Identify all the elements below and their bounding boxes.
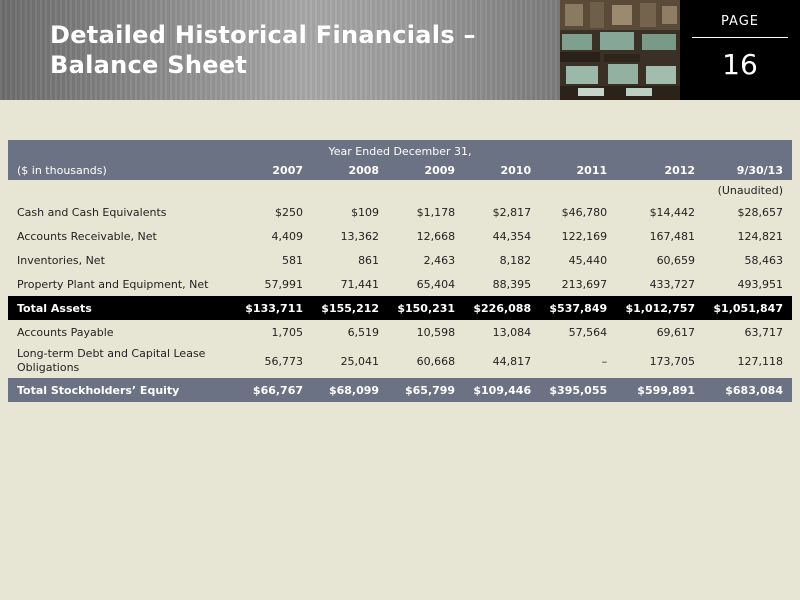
unaudited-note: (Unaudited) [717, 183, 783, 197]
table-cell: 12,668 [416, 229, 456, 243]
table-cell: $14,442 [649, 205, 696, 219]
table-cell: 44,817 [492, 354, 532, 368]
page-title: Detailed Historical Financials – Balance… [50, 21, 476, 79]
table-cell: 1,705 [271, 325, 304, 339]
period-header: Year Ended December 31, [8, 140, 792, 160]
table-cell: $226,088 [464, 296, 541, 320]
table-cell: 581 [282, 253, 304, 267]
page-indicator: PAGE 16 [680, 0, 800, 100]
table-cell: $250 [275, 205, 304, 219]
table-cell: 60,659 [656, 253, 696, 267]
table-cell: 10,598 [416, 325, 456, 339]
table-cell: $1,012,757 [616, 296, 705, 320]
table-cell: 60,668 [416, 354, 456, 368]
table-cell: 13,362 [340, 229, 380, 243]
table-cell: $599,891 [616, 378, 705, 402]
column-header: 2007 [236, 160, 313, 180]
table-cell: 56,773 [264, 354, 304, 368]
table-cell: 88,395 [492, 277, 532, 291]
column-header: 2008 [312, 160, 389, 180]
table-cell: $1,178 [416, 205, 456, 219]
table-cell: $109 [351, 205, 380, 219]
period-header-row: Year Ended December 31, [8, 140, 792, 160]
table-cell: 122,169 [561, 229, 608, 243]
table-cell: 861 [358, 253, 380, 267]
table-cell: 124,821 [737, 229, 784, 243]
units-label: ($ in thousands) [8, 160, 236, 180]
table-cell: $133,711 [236, 296, 313, 320]
table-cell: $2,817 [492, 205, 532, 219]
table-cell: $68,099 [312, 378, 389, 402]
table-cell: 173,705 [649, 354, 696, 368]
column-header: 2010 [464, 160, 541, 180]
header-photo [560, 0, 680, 100]
table-cell: 2,463 [423, 253, 456, 267]
table-cell: 127,118 [737, 354, 784, 368]
row-label: Property Plant and Equipment, Net [17, 277, 209, 291]
table-cell: 45,440 [568, 253, 608, 267]
table-cell: 8,182 [499, 253, 532, 267]
table-cell: 213,697 [561, 277, 608, 291]
table-cell: $1,051,847 [704, 296, 792, 320]
table-cell: 6,519 [347, 325, 380, 339]
table-cell: $537,849 [540, 296, 617, 320]
row-label: Cash and Cash Equivalents [17, 205, 167, 219]
table-cell: 58,463 [744, 253, 784, 267]
table-cell: 44,354 [492, 229, 532, 243]
table-cell: $150,231 [388, 296, 465, 320]
row-label: Total Assets [8, 296, 236, 320]
table-cell: $46,780 [561, 205, 608, 219]
table-cell: 433,727 [649, 277, 696, 291]
row-label: Long-term Debt and Capital Lease Obligat… [17, 347, 206, 374]
table-cell: 167,481 [649, 229, 696, 243]
page-divider [692, 37, 788, 38]
table-row: Inventories, Net 581 861 2,463 8,182 45,… [8, 248, 792, 272]
table-cell: 57,991 [264, 277, 304, 291]
balance-sheet-table: Year Ended December 31, ($ in thousands)… [8, 140, 792, 402]
trading-floor-image [560, 0, 680, 100]
table-cell: $155,212 [312, 296, 389, 320]
page-number: 16 [722, 48, 758, 81]
table-cell: $395,055 [540, 378, 617, 402]
row-label: Accounts Payable [17, 325, 114, 339]
table-cell: 69,617 [656, 325, 696, 339]
total-equity-row: Total Stockholders’ Equity $66,767 $68,0… [8, 378, 792, 402]
row-label: Inventories, Net [17, 253, 105, 267]
table-cell: 57,564 [568, 325, 608, 339]
row-label: Accounts Receivable, Net [17, 229, 157, 243]
table-row: Property Plant and Equipment, Net 57,991… [8, 272, 792, 296]
table-cell: $28,657 [737, 205, 784, 219]
table-cell: 71,441 [340, 277, 380, 291]
table-row: Long-term Debt and Capital Lease Obligat… [8, 344, 792, 378]
table-cell: 4,409 [271, 229, 304, 243]
unaudited-row: (Unaudited) [8, 180, 792, 200]
column-header: 2011 [540, 160, 617, 180]
table-cell: 13,084 [492, 325, 532, 339]
table-cell: $109,446 [464, 378, 541, 402]
total-assets-row: Total Assets $133,711 $155,212 $150,231 … [8, 296, 792, 320]
row-label: Total Stockholders’ Equity [8, 378, 236, 402]
page-label: PAGE [721, 14, 759, 29]
table-cell: 25,041 [340, 354, 380, 368]
table-row: Cash and Cash Equivalents $250 $109 $1,1… [8, 200, 792, 224]
table-cell: $65,799 [388, 378, 465, 402]
table-cell: 493,951 [737, 277, 784, 291]
table-row: Accounts Payable 1,705 6,519 10,598 13,0… [8, 320, 792, 344]
column-header: 2012 [616, 160, 705, 180]
table-cell: $683,084 [704, 378, 792, 402]
column-header: 9/30/13 [704, 160, 792, 180]
table-cell: 65,404 [416, 277, 456, 291]
table-cell: $66,767 [236, 378, 313, 402]
header-banner [0, 0, 560, 100]
table-cell: – [601, 354, 608, 368]
column-header-row: ($ in thousands) 2007 2008 2009 2010 201… [8, 160, 792, 180]
table-row: Accounts Receivable, Net 4,409 13,362 12… [8, 224, 792, 248]
table-cell: 63,717 [744, 325, 784, 339]
column-header: 2009 [388, 160, 465, 180]
